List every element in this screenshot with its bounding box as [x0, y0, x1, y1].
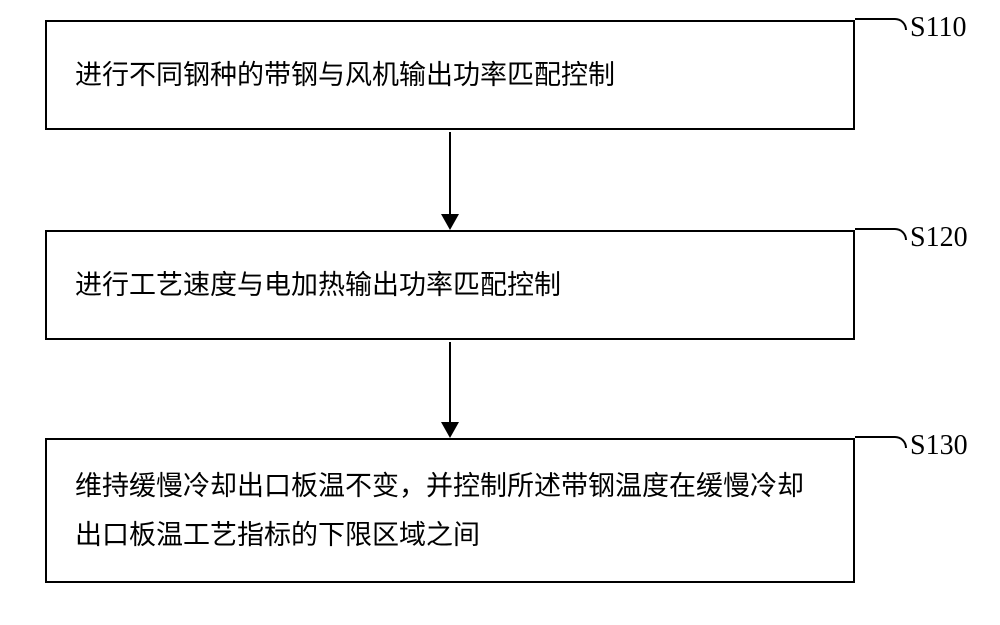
node-1-label: S110 — [910, 12, 967, 44]
flowchart-node-2: 进行工艺速度与电加热输出功率匹配控制 — [45, 230, 855, 340]
node-2-text: 进行工艺速度与电加热输出功率匹配控制 — [75, 261, 825, 310]
node-3-label: S130 — [910, 430, 968, 462]
flowchart-container: 进行不同钢种的带钢与风机输出功率匹配控制 S110 进行工艺速度与电加热输出功率… — [0, 0, 1000, 625]
arrow-head-2 — [441, 422, 459, 438]
flowchart-node-1: 进行不同钢种的带钢与风机输出功率匹配控制 — [45, 20, 855, 130]
label-connector-3 — [855, 436, 907, 448]
flowchart-node-3: 维持缓慢冷却出口板温不变，并控制所述带钢温度在缓慢冷却出口板温工艺指标的下限区域… — [45, 438, 855, 583]
node-1-text: 进行不同钢种的带钢与风机输出功率匹配控制 — [75, 51, 825, 100]
label-connector-2 — [855, 228, 907, 240]
arrow-line-1 — [449, 132, 451, 214]
arrow-head-1 — [441, 214, 459, 230]
node-3-text: 维持缓慢冷却出口板温不变，并控制所述带钢温度在缓慢冷却出口板温工艺指标的下限区域… — [75, 462, 825, 559]
node-2-label: S120 — [910, 222, 968, 254]
label-connector-1 — [855, 18, 907, 30]
arrow-line-2 — [449, 342, 451, 422]
